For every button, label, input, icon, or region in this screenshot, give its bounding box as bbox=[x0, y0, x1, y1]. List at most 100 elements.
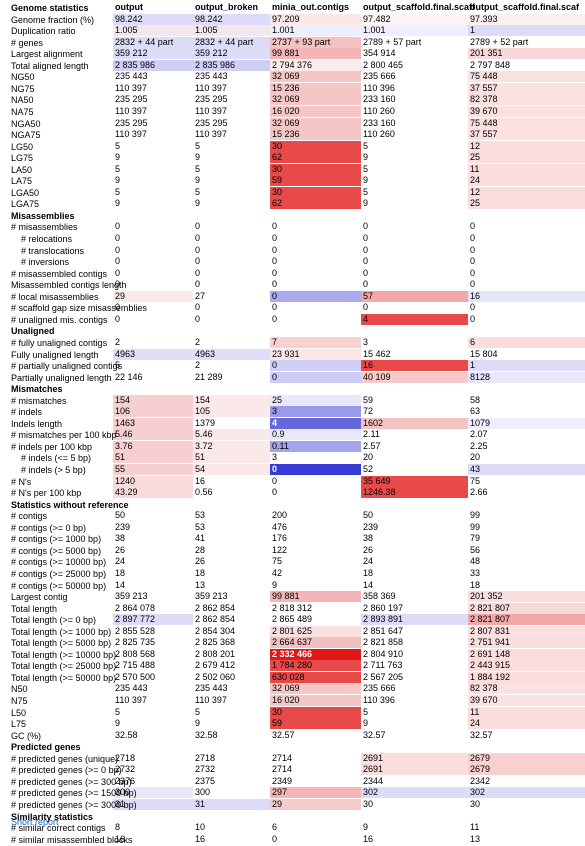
row-label: N50 bbox=[11, 684, 28, 695]
table-cell: 0 bbox=[272, 279, 278, 290]
table-cell: 9 bbox=[115, 175, 121, 186]
row-label: # indels bbox=[11, 407, 43, 418]
row-label: # contigs (>= 0 bp) bbox=[11, 522, 87, 533]
table-cell: 1602 bbox=[361, 417, 468, 429]
table-row: 18 18 42 18 33 # contigs (>= 25000 bp) bbox=[0, 568, 585, 580]
table-cell: 5 bbox=[115, 706, 121, 717]
row-label: # N's per 100 kbp bbox=[11, 488, 82, 499]
table-cell: 0 bbox=[272, 833, 278, 844]
row-label: NA50 bbox=[11, 95, 34, 106]
table-cell: 30 bbox=[270, 140, 361, 152]
short-report-link[interactable]: Short report bbox=[11, 817, 59, 827]
table-row: 359 212 359 212 99 881 354 914 201 351 Larges… bbox=[0, 48, 585, 60]
table-cell: 0 bbox=[272, 244, 278, 255]
table-cell: 0 bbox=[363, 221, 369, 232]
table-cell: 2718 bbox=[195, 752, 216, 763]
table-cell: 1463 bbox=[113, 417, 193, 429]
table-cell: 297 bbox=[270, 787, 361, 799]
table-cell: 2714 bbox=[272, 752, 293, 763]
table-row: 0 0 0 0 0 # scaffold gap size misassemblies bbox=[0, 302, 585, 314]
table-cell: 62 bbox=[270, 198, 361, 210]
table-cell: 1.001 bbox=[270, 25, 361, 37]
table-cell: 11 bbox=[468, 706, 585, 718]
row-label: N75 bbox=[11, 696, 28, 706]
table-cell: 6 bbox=[272, 822, 278, 833]
table-cell: 0 bbox=[195, 221, 201, 232]
table-cell: 16 bbox=[468, 290, 585, 302]
table-cell: 2 897 772 bbox=[113, 614, 193, 626]
table-cell: 24 bbox=[468, 718, 585, 730]
table-cell: 2737 + 93 part bbox=[270, 36, 361, 48]
row-label: Total aligned length bbox=[11, 60, 89, 71]
table-cell: 0 bbox=[115, 302, 121, 313]
table-cell: 11 bbox=[470, 822, 480, 833]
table-cell: 37 557 bbox=[468, 129, 585, 141]
table-cell: 29 bbox=[113, 290, 193, 302]
table-cell: 0 bbox=[272, 302, 278, 313]
table-cell: 9 bbox=[115, 198, 121, 209]
row-label: Duplication ratio bbox=[11, 26, 76, 37]
table-cell: 16 020 bbox=[270, 105, 361, 117]
table-cell: 2375 bbox=[195, 775, 216, 786]
table-cell: 8128 bbox=[468, 371, 585, 383]
table-cell: 2 794 376 bbox=[270, 59, 361, 71]
table-cell: 2 801 625 bbox=[270, 625, 361, 637]
table-cell: 2691 bbox=[361, 752, 468, 764]
table-cell: 0 bbox=[470, 267, 476, 278]
table-row: 2376 2375 2349 2344 2342 # predicted genes (>… bbox=[0, 776, 585, 788]
row-label: Total length (>= 25000 bp) bbox=[11, 661, 117, 672]
table-cell: 0 bbox=[272, 487, 278, 498]
row-label: Total length (>= 5000 bp) bbox=[11, 638, 112, 649]
table-cell: 54 bbox=[193, 464, 270, 475]
table-cell: 5 bbox=[363, 706, 369, 717]
table-cell: 9 bbox=[115, 718, 121, 729]
table-cell: 2.07 bbox=[470, 429, 488, 440]
column-header: output bbox=[115, 2, 143, 12]
table-cell: 32.57 bbox=[470, 729, 493, 740]
table-cell: 99 881 bbox=[270, 48, 361, 60]
table-cell: 9 bbox=[363, 822, 369, 833]
table-cell: 5.46 bbox=[113, 429, 193, 441]
table-cell: 2 679 412 bbox=[195, 660, 236, 671]
row-label: L50 bbox=[11, 707, 27, 718]
table-row: 14 13 9 14 18 # contigs (>= 50000 bp) bbox=[0, 580, 585, 592]
row-label: # relocations bbox=[21, 234, 73, 244]
table-cell: 2.11 bbox=[363, 429, 380, 440]
table-cell: 2349 bbox=[272, 775, 293, 786]
table-cell: 43 bbox=[468, 464, 585, 475]
row-label: # fully unaligned contigs bbox=[11, 337, 108, 348]
table-cell: 110 397 bbox=[195, 695, 227, 705]
row-label: # contigs bbox=[11, 511, 48, 522]
table-cell: 5 bbox=[115, 186, 121, 197]
table-cell: 24 bbox=[363, 556, 374, 567]
row-label: # scaffold gap size misassemblies bbox=[11, 303, 147, 314]
table-cell: 176 bbox=[272, 533, 288, 544]
table-cell: 32.58 bbox=[195, 729, 218, 740]
table-row: 55 54 0 52 43 # indels (> 5 bp) bbox=[0, 464, 585, 476]
table-cell: 0 bbox=[272, 475, 278, 486]
table-cell: 9 bbox=[363, 718, 369, 729]
row-label: # indels (<= 5 bp) bbox=[21, 453, 92, 464]
table-cell: 9 bbox=[195, 152, 201, 163]
section-title: Predicted genes bbox=[11, 742, 81, 753]
table-cell: 56 bbox=[470, 544, 481, 555]
column-header-row: Genome statistics output output_broken mini… bbox=[0, 2, 585, 14]
table-row: 5 5 30 5 11 L50 bbox=[0, 706, 585, 719]
table-cell: 2 443 915 bbox=[468, 660, 585, 672]
table-cell: 25 bbox=[468, 152, 585, 164]
table-cell: 0 bbox=[115, 233, 121, 243]
table-cell: 0 bbox=[115, 221, 121, 232]
row-label: # similar misassembled blocks bbox=[11, 834, 133, 845]
table-cell: 110 397 bbox=[195, 82, 227, 93]
table-cell: 235 295 bbox=[115, 117, 148, 128]
table-cell: 25 bbox=[270, 394, 361, 406]
table-cell: 16 020 bbox=[270, 695, 361, 706]
table-cell: 2 862 854 bbox=[195, 602, 236, 613]
table-cell: 2832 + 44 part bbox=[113, 36, 193, 48]
row-label: # translocations bbox=[21, 245, 85, 256]
table-cell: 0 bbox=[363, 244, 369, 255]
table-cell: 0 bbox=[195, 256, 201, 267]
column-header: output_scaffold.final.scaf bbox=[470, 2, 580, 12]
table-cell: 201 352 bbox=[468, 591, 585, 603]
table-cell: 2 808 201 bbox=[195, 648, 236, 659]
